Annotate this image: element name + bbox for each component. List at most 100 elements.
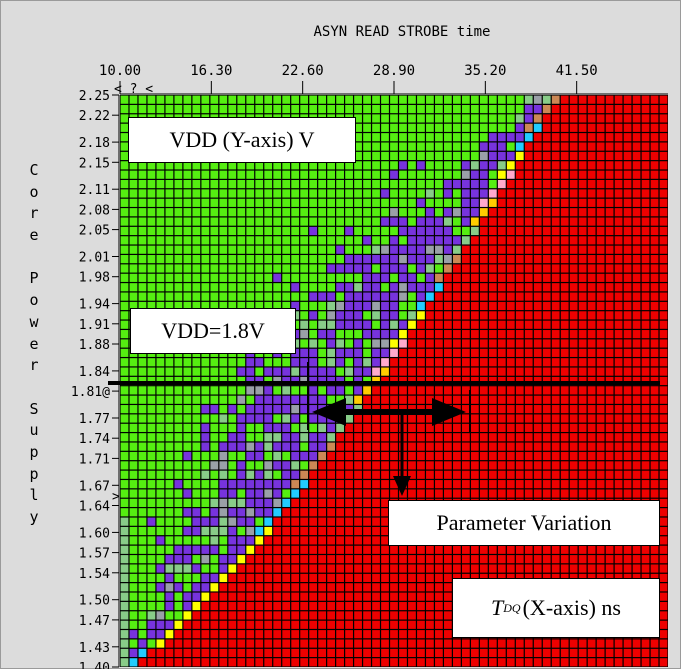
shmoo-cell (201, 461, 210, 470)
x-tick-label: 28.90 (373, 63, 415, 79)
shmoo-cell (587, 433, 596, 442)
shmoo-cell (533, 283, 542, 292)
shmoo-cell (210, 236, 219, 245)
shmoo-cell (551, 161, 560, 170)
shmoo-cell (210, 433, 219, 442)
shmoo-cell (479, 442, 488, 451)
shmoo-cell (246, 301, 255, 311)
shmoo-cell (147, 592, 156, 601)
shmoo-cell (363, 545, 371, 554)
shmoo-cell (228, 451, 237, 461)
shmoo-cell (120, 236, 129, 245)
shmoo-cell (524, 179, 533, 189)
shmoo-cell (138, 264, 147, 273)
shmoo-cell (300, 601, 309, 611)
shmoo-cell (426, 358, 434, 367)
shmoo-cell (614, 564, 623, 573)
shmoo-cell (237, 470, 246, 479)
shmoo-cell (201, 611, 210, 620)
shmoo-cell (551, 330, 560, 339)
shmoo-cell (318, 208, 327, 217)
shmoo-cell (408, 348, 416, 357)
shmoo-cell (632, 208, 641, 217)
shmoo-cell (282, 264, 291, 273)
shmoo-cell (390, 161, 398, 170)
shmoo-cell (426, 564, 434, 573)
shmoo-cell (524, 142, 533, 151)
shmoo-cell (641, 217, 650, 226)
shmoo-cell (426, 133, 434, 142)
shmoo-cell (282, 255, 291, 264)
shmoo-cell (210, 480, 219, 489)
shmoo-cell (390, 658, 398, 667)
shmoo-cell (255, 161, 264, 170)
shmoo-cell (587, 320, 596, 329)
shmoo-cell (165, 611, 174, 620)
shmoo-cell (255, 95, 264, 104)
shmoo-cell (417, 648, 425, 658)
shmoo-cell (282, 179, 291, 189)
shmoo-cell (345, 451, 353, 461)
shmoo-cell (641, 358, 650, 367)
shmoo-cell (129, 423, 138, 432)
shmoo-cell (354, 198, 362, 207)
shmoo-cell (246, 273, 255, 282)
shmoo-cell (282, 104, 291, 114)
shmoo-cell (578, 226, 587, 236)
shmoo-cell (417, 114, 425, 123)
shmoo-cell (345, 386, 353, 395)
shmoo-cell (156, 592, 165, 601)
shmoo-cell (282, 423, 291, 432)
shmoo-cell (363, 536, 371, 545)
shmoo-cell (605, 236, 614, 245)
shmoo-cell (282, 573, 291, 583)
shmoo-cell (506, 123, 515, 132)
shmoo-cell (578, 311, 587, 320)
shmoo-cell (282, 639, 291, 648)
shmoo-cell (659, 367, 668, 376)
shmoo-cell (147, 583, 156, 592)
shmoo-cell (381, 620, 389, 629)
shmoo-cell (444, 348, 452, 357)
shmoo-cell (345, 255, 353, 264)
shmoo-cell (417, 592, 425, 601)
shmoo-cell (372, 339, 380, 348)
shmoo-cell (219, 189, 228, 198)
shmoo-cell (336, 470, 344, 479)
shmoo-cell (174, 273, 183, 282)
shmoo-cell (291, 179, 300, 189)
shmoo-cell (300, 630, 309, 639)
shmoo-cell (318, 658, 327, 667)
shmoo-cell (381, 442, 389, 451)
shmoo-cell (192, 236, 201, 245)
shmoo-cell (309, 161, 318, 170)
shmoo-cell (273, 601, 282, 611)
shmoo-cell (345, 639, 353, 648)
shmoo-cell (318, 498, 327, 507)
shmoo-cell (264, 283, 273, 292)
y-axis-label-letter: r (29, 204, 39, 223)
shmoo-cell (596, 414, 605, 423)
shmoo-cell (444, 583, 452, 592)
shmoo-cell (219, 611, 228, 620)
shmoo-cell (165, 583, 174, 592)
shmoo-cell (461, 255, 470, 264)
shmoo-cell (659, 545, 668, 554)
shmoo-cell (372, 179, 380, 189)
shmoo-cell (291, 489, 300, 498)
shmoo-cell (560, 573, 569, 583)
shmoo-cell (201, 273, 210, 282)
shmoo-cell (587, 161, 596, 170)
shmoo-cell (596, 198, 605, 207)
shmoo-cell (246, 555, 255, 564)
shmoo-cell (632, 255, 641, 264)
shmoo-cell (192, 395, 201, 404)
shmoo-cell (345, 620, 353, 629)
shmoo-cell (444, 264, 452, 273)
shmoo-cell (488, 405, 497, 414)
shmoo-cell (408, 592, 416, 601)
shmoo-cell (479, 639, 488, 648)
shmoo-cell (282, 545, 291, 554)
shmoo-cell (578, 151, 587, 161)
shmoo-cell (327, 273, 335, 282)
